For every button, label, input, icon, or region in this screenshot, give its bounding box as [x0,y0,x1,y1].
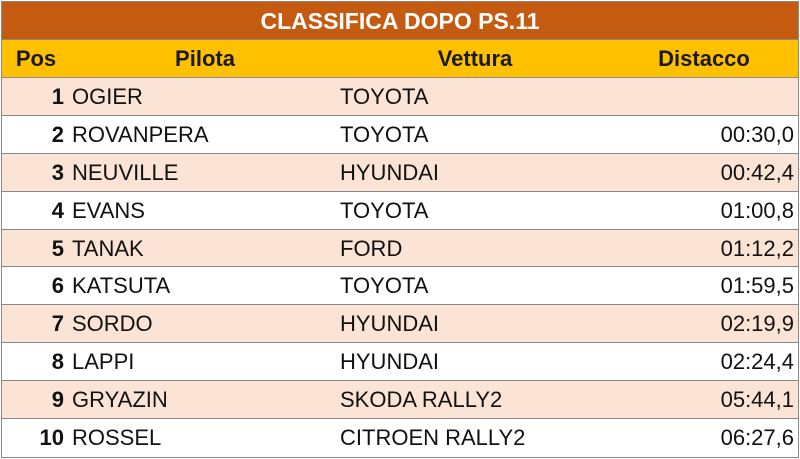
table-row: 10 ROSSEL CITROEN RALLY2 06:27,6 [2,419,798,457]
cell-distacco: 02:19,9 [720,311,794,337]
cell-distacco: 01:12,2 [720,235,794,261]
cell-pos: 1 [51,84,64,109]
header-distacco: Distacco [658,46,750,71]
cell-distacco [610,78,798,115]
cell-distacco: 01:00,8 [720,197,794,223]
cell-pilota: ROVANPERA [72,121,209,147]
cell-pilota: LAPPI [72,349,135,375]
cell-distacco: 00:30,0 [720,121,794,147]
header-pilota: Pilota [175,46,235,71]
cell-pilota: SORDO [72,311,153,337]
cell-pos: 3 [51,159,64,185]
table-row: 1 OGIER TOYOTA [2,78,798,116]
cell-vettura: HYUNDAI [340,349,440,375]
table-title: CLASSIFICA DOPO PS.11 [2,2,798,40]
header-vettura: Vettura [437,46,513,71]
cell-pos: 9 [51,387,64,413]
cell-vettura: HYUNDAI [340,311,440,337]
cell-distacco: 01:59,5 [720,273,794,299]
cell-vettura: TOYOTA [340,84,429,109]
cell-distacco: 02:24,4 [720,349,794,375]
cell-distacco: 00:42,4 [720,159,794,185]
cell-pilota: EVANS [72,197,145,223]
cell-pos: 6 [51,273,64,299]
table-row: 6 KATSUTA TOYOTA 01:59,5 [2,267,798,306]
cell-vettura: FORD [340,235,403,261]
table-row: 5 TANAK FORD 01:12,2 [2,229,798,268]
cell-pilota: ROSSEL [72,425,162,451]
cell-pos: 4 [51,197,64,223]
cell-pilota: KATSUTA [72,273,171,299]
table-row: 9 GRYAZIN SKODA RALLY2 05:44,1 [2,381,798,420]
cell-pos: 10 [39,425,64,451]
cell-pilota: OGIER [72,84,143,109]
cell-distacco: 05:44,1 [720,387,794,413]
table-row: 4 EVANS TOYOTA 01:00,8 [2,191,798,230]
cell-pos: 8 [51,349,64,375]
cell-distacco: 06:27,6 [720,425,794,451]
table-header: Pos Pilota Vettura Distacco [2,40,798,78]
cell-vettura: SKODA RALLY2 [340,387,503,413]
table-row: 2 ROVANPERA TOYOTA 00:30,0 [2,115,798,154]
cell-pos: 2 [51,121,64,147]
table-row: 7 SORDO HYUNDAI 02:19,9 [2,305,798,344]
table-row: 3 NEUVILLE HYUNDAI 00:42,4 [2,153,798,192]
cell-pos: 5 [51,235,64,261]
header-pos: Pos [15,46,57,71]
cell-vettura: TOYOTA [340,197,429,223]
cell-vettura: CITROEN RALLY2 [340,425,526,451]
cell-vettura: TOYOTA [340,273,429,299]
cell-vettura: TOYOTA [340,121,429,147]
cell-pos: 7 [51,311,64,337]
cell-pilota: GRYAZIN [72,387,168,413]
cell-pilota: TANAK [72,235,144,261]
cell-pilota: NEUVILLE [72,159,179,185]
cell-vettura: HYUNDAI [340,159,440,185]
table-row: 8 LAPPI HYUNDAI 02:24,4 [2,343,798,382]
